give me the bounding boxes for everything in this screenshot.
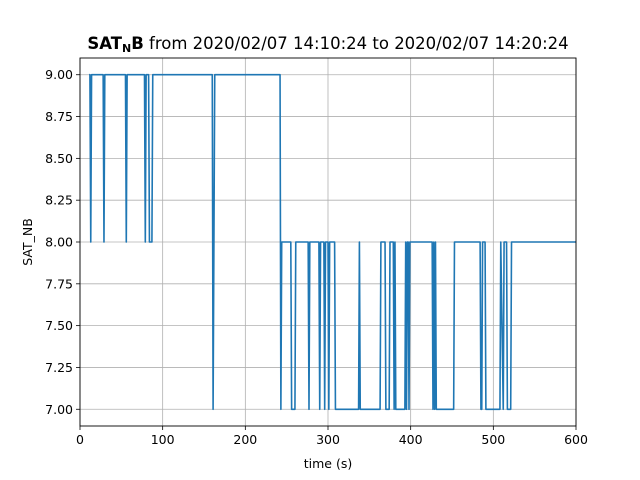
title-name-end: B: [131, 34, 144, 53]
y-tick-label: 7.50: [45, 318, 73, 333]
x-tick-label: 500: [481, 432, 505, 447]
y-tick-label: 8.00: [45, 235, 73, 250]
x-tick-label: 300: [316, 432, 340, 447]
y-tick-label: 7.25: [45, 360, 73, 375]
series-line: [89, 73, 576, 411]
y-axis-label: SAT_NB: [20, 218, 35, 266]
x-tick-label: 600: [564, 432, 588, 447]
y-tick-label: 8.75: [45, 109, 73, 124]
title-name-main: SAT: [87, 34, 122, 53]
y-tick-label: 8.25: [45, 193, 73, 208]
x-tick-label: 0: [76, 432, 84, 447]
x-tick-label: 100: [151, 432, 175, 447]
chart-title: SATNB from 2020/02/07 14:10:24 to 2020/0…: [87, 34, 568, 55]
x-tick-label: 200: [233, 432, 257, 447]
title-rest: from 2020/02/07 14:10:24 to 2020/02/07 1…: [144, 34, 569, 53]
y-tick-label: 9.00: [45, 67, 73, 82]
x-tick-label: 400: [399, 432, 423, 447]
y-tick-label: 8.50: [45, 151, 73, 166]
title-name-sub: N: [122, 42, 131, 55]
x-axis-ticks: 0 100 200 300 400 500 600: [76, 426, 588, 447]
y-tick-label: 7.00: [45, 402, 73, 417]
y-axis-ticks: 7.00 7.25 7.50 7.75 8.00 8.25 8.50 8.75 9.00: [45, 67, 80, 417]
y-tick-label: 7.75: [45, 276, 73, 291]
x-axis-label: time (s): [304, 456, 352, 471]
